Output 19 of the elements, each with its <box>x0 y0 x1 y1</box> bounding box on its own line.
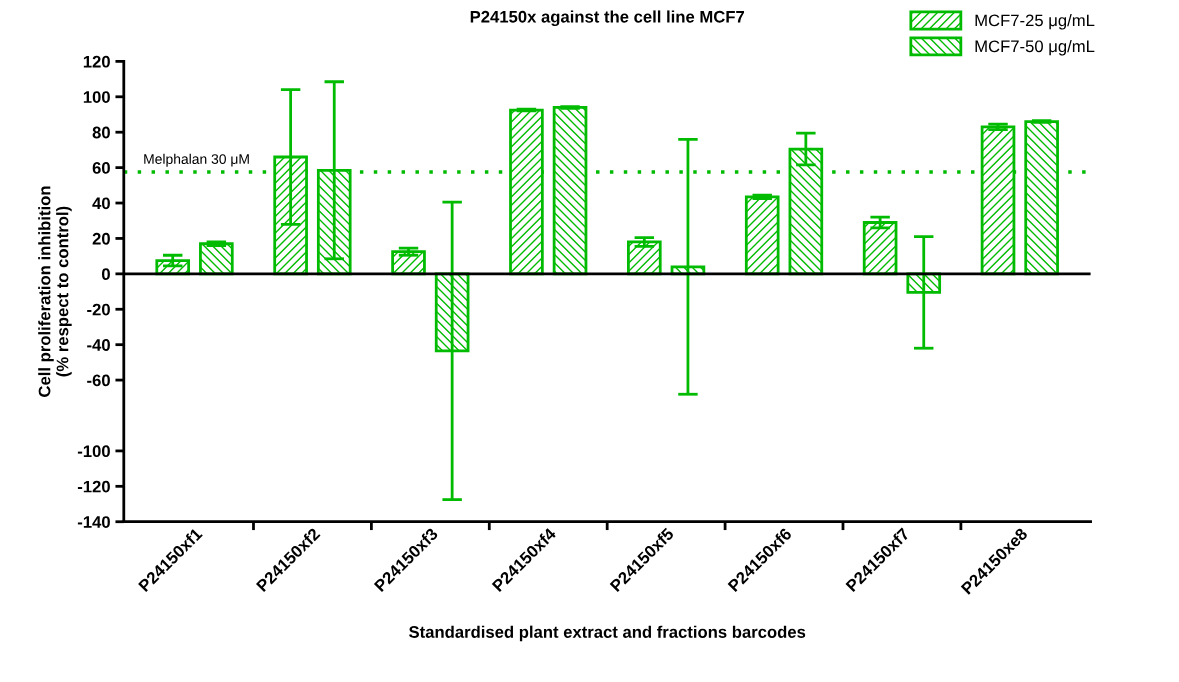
y-tick-label: -120 <box>77 480 110 493</box>
y-tick-label: 20 <box>92 232 110 245</box>
y-tick-label: -60 <box>87 374 110 387</box>
y-tick-label: 0 <box>101 268 110 281</box>
legend-label: MCF7-25 μg/mL <box>975 14 1095 30</box>
y-axis-title: Cell proliferation inhibition (% respect to control) <box>38 186 72 397</box>
y-tick-label: 120 <box>83 55 110 68</box>
y-tick-label: 40 <box>92 197 110 210</box>
legend-label: MCF7-50 μg/mL <box>975 39 1095 56</box>
y-tick-label: -100 <box>77 445 110 458</box>
y-tick-label: 80 <box>92 126 110 139</box>
chart-title: P24150x against the cell line MCF7 <box>470 10 745 27</box>
x-axis-title: Standardised plant extract and fractions barcodes <box>409 625 806 642</box>
ref-line-label: Melphalan 30 μM <box>144 153 249 167</box>
y-tick-label: -40 <box>87 339 110 351</box>
y-tick-label: 100 <box>83 91 110 103</box>
y-tick-label: -140 <box>77 516 110 528</box>
y-tick-label: 60 <box>92 162 110 174</box>
y-tick-label: -20 <box>87 303 110 316</box>
